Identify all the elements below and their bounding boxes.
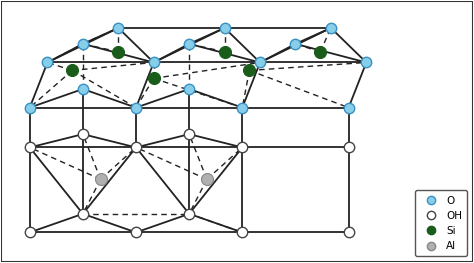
- Legend: O, OH, Si, Al: O, OH, Si, Al: [415, 190, 467, 256]
